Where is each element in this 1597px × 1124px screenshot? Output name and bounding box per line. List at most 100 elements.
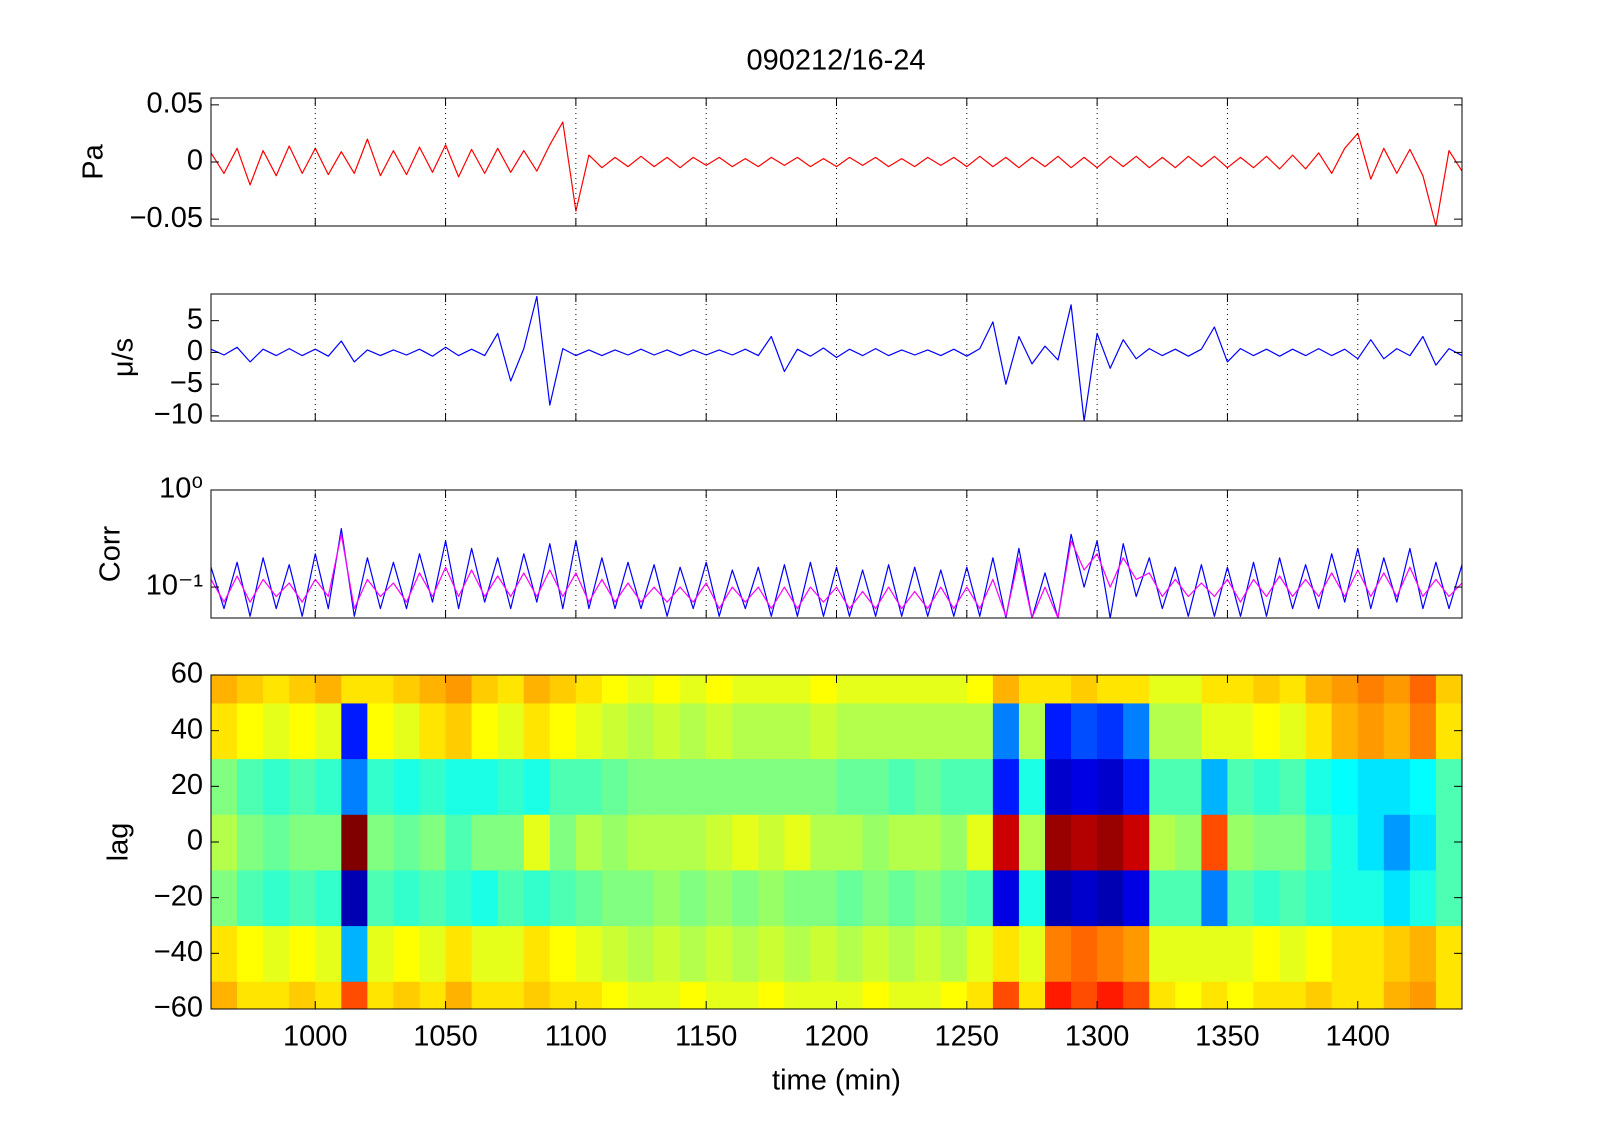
heat-cell: [237, 981, 264, 1009]
heat-cell: [732, 675, 759, 704]
heat-cell: [1201, 702, 1229, 760]
heat-cell: [836, 758, 864, 815]
heat-cell: [966, 925, 994, 982]
heat-cell: [549, 758, 577, 815]
heat-cell: [1045, 814, 1072, 871]
plot-area: [211, 528, 1462, 618]
heat-cell: [367, 814, 395, 871]
heat-cell: [914, 814, 942, 871]
y-tick-label: −20: [154, 880, 203, 912]
heat-cell: [601, 814, 629, 871]
heat-cell: [706, 869, 733, 927]
heat-cell: [888, 981, 916, 1009]
heat-cell: [940, 675, 968, 704]
heat-cell: [341, 925, 368, 982]
y-tick-label: 10⁰: [159, 473, 203, 505]
heat-cell: [758, 981, 785, 1009]
heat-cell: [1149, 925, 1176, 982]
data-line: [211, 121, 1462, 226]
x-tick-label: 1100: [545, 1021, 607, 1053]
heat-cell: [1123, 869, 1150, 927]
heat-cell: [784, 925, 812, 982]
heat-cell: [237, 702, 264, 760]
heat-cell: [1201, 925, 1229, 982]
heat-cell: [732, 814, 759, 871]
heat-cell: [810, 702, 838, 760]
heat-cell: [836, 702, 864, 760]
heat-cell: [1409, 758, 1437, 815]
heat-cell: [1305, 981, 1333, 1009]
heat-cell: [1409, 981, 1437, 1009]
heat-cell: [497, 925, 525, 982]
heat-cell: [654, 869, 681, 927]
y-tick-label: 0: [187, 825, 203, 857]
heat-cell: [1149, 869, 1176, 927]
heat-cell: [1435, 981, 1462, 1009]
heat-cell: [888, 702, 916, 760]
heat-cell: [263, 981, 290, 1009]
heat-cell: [1253, 869, 1281, 927]
heat-cell: [628, 675, 655, 704]
heat-cell: [1253, 981, 1281, 1009]
heat-cell: [706, 702, 733, 760]
heat-cell: [263, 702, 290, 760]
heat-cell: [1279, 758, 1307, 815]
heat-cell: [1357, 869, 1385, 927]
heat-cell: [888, 814, 916, 871]
heat-cell: [706, 675, 733, 704]
heat-cell: [1018, 758, 1046, 815]
heat-cell: [654, 925, 681, 982]
axes-frame: [210, 97, 1463, 227]
heat-cell: [497, 702, 525, 760]
heat-cell: [914, 702, 942, 760]
heat-cell: [237, 925, 264, 982]
heat-cell: [315, 702, 342, 760]
heat-cell: [393, 675, 421, 704]
heat-cell: [706, 758, 733, 815]
heat-cell: [549, 702, 577, 760]
heat-cell: [1409, 702, 1437, 760]
x-tick-label: 1200: [804, 1021, 869, 1053]
heat-cell: [1305, 758, 1333, 815]
heat-cell: [523, 758, 551, 815]
heat-cell: [654, 702, 681, 760]
heat-cell: [862, 814, 890, 871]
heat-cell: [810, 925, 838, 982]
heat-cell: [1149, 981, 1176, 1009]
heat-cell: [888, 869, 916, 927]
heat-cell: [758, 758, 785, 815]
heat-cell: [758, 925, 785, 982]
heat-cell: [654, 981, 681, 1009]
heat-cell: [706, 981, 733, 1009]
heat-cell: [862, 758, 890, 815]
y-tick-label: 60: [171, 658, 203, 690]
heat-cell: [1357, 814, 1385, 871]
heat-cell: [315, 814, 342, 871]
heat-cell: [1045, 702, 1072, 760]
heat-cell: [992, 925, 1020, 982]
heat-cell: [836, 981, 864, 1009]
heat-cell: [862, 981, 890, 1009]
heat-cell: [628, 981, 655, 1009]
heat-cell: [1149, 702, 1176, 760]
heat-cell: [1227, 814, 1255, 871]
heat-cell: [1253, 925, 1281, 982]
axes-frame: [210, 293, 1463, 422]
heat-cell: [471, 869, 499, 927]
heat-cell: [654, 675, 681, 704]
heat-cell: [914, 869, 942, 927]
heat-cell: [1227, 758, 1255, 815]
heat-cell: [601, 702, 629, 760]
data-line: [211, 528, 1462, 618]
heat-cell: [445, 675, 473, 704]
heat-cell: [1097, 869, 1124, 927]
heat-cell: [1435, 675, 1462, 704]
chart-title: 090212/16-24: [747, 45, 926, 77]
heat-cell: [497, 675, 525, 704]
heat-cell: [758, 702, 785, 760]
heat-cell: [419, 675, 447, 704]
heat-cell: [966, 675, 994, 704]
heat-cell: [445, 981, 473, 1009]
heat-cell: [1409, 925, 1437, 982]
